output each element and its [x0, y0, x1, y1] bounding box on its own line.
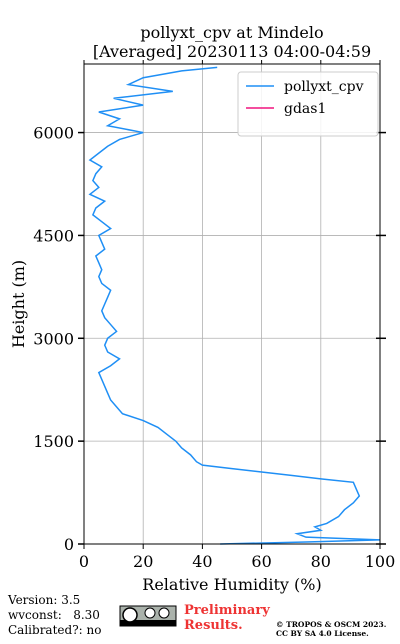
copyright: © TROPOS & OSCM 2023.: [276, 620, 386, 629]
preliminary-note: Preliminary: [184, 603, 270, 618]
x-tick-label: 0: [79, 552, 89, 571]
chart-title: [Averaged] 20230113 04:00-04:59: [93, 42, 371, 61]
legend-label: gdas1: [284, 101, 326, 117]
plot-frame: [83, 63, 381, 545]
copyright: CC BY SA 4.0 License.: [276, 629, 369, 638]
footer-calibrated: Calibrated?: no: [8, 623, 101, 637]
x-tick-label: 100: [365, 552, 396, 571]
legend-box: [237, 71, 379, 137]
footer-wvconst: wvconst: 8.30: [8, 608, 100, 622]
y-tick-label: 6000: [33, 124, 74, 143]
x-tick-label: 40: [192, 552, 212, 571]
x-axis-label: Relative Humidity (%): [142, 575, 321, 594]
footer-version: Version: 3.5: [7, 593, 80, 607]
y-tick-label: 3000: [33, 329, 74, 348]
y-tick-label: 1500: [33, 432, 74, 451]
x-tick-label: 80: [311, 552, 331, 571]
data-line: [88, 66, 381, 545]
legend-label: pollyxt_cpv: [284, 79, 364, 95]
legend: pollyxt_cpv gdas1: [237, 71, 379, 137]
cc-badge: [119, 605, 177, 627]
y-tick-label: 0: [64, 535, 74, 554]
preliminary-note: Results.: [184, 618, 243, 633]
y-axis-label: Height (m): [9, 260, 28, 348]
x-tick-label: 20: [133, 552, 153, 571]
x-tick-label: 60: [251, 552, 271, 571]
y-tick-label: 4500: [33, 226, 74, 245]
chart-title: pollyxt_cpv at Mindelo: [140, 23, 323, 42]
